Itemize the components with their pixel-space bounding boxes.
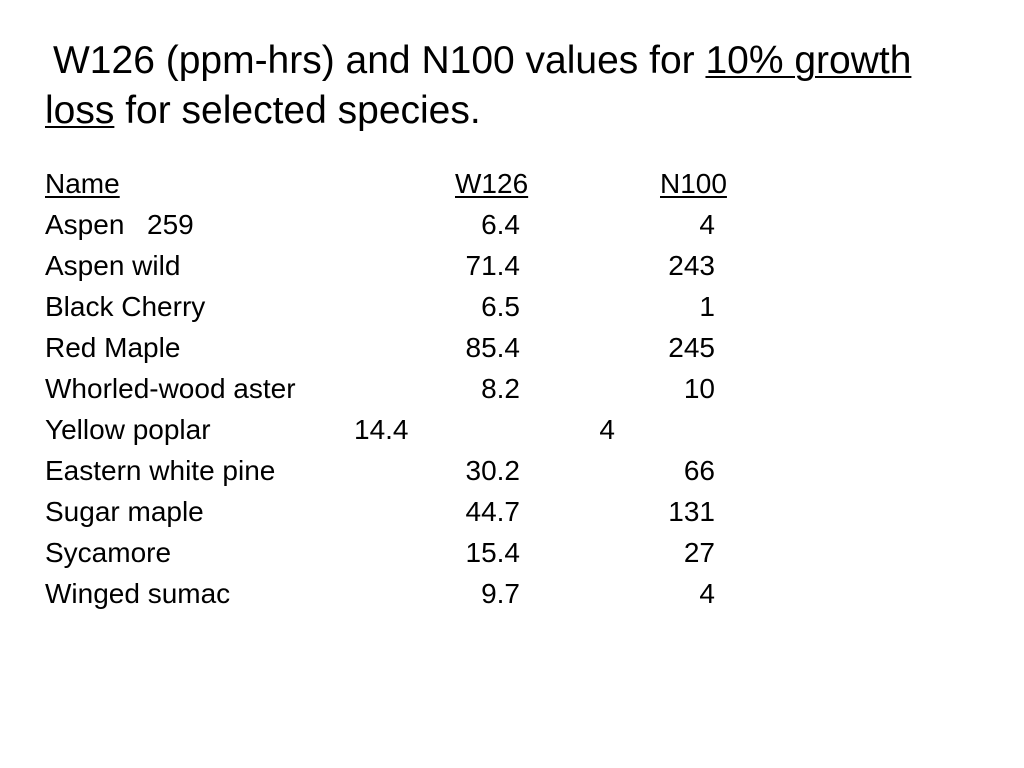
header-w126: W126: [455, 168, 529, 199]
n100-value: 245: [668, 332, 715, 363]
w126-value: 15.4: [465, 537, 521, 568]
table-row: Sycamore 15.4 27: [0, 532, 1024, 573]
n100-value: 243: [668, 250, 715, 281]
header-name: Name: [45, 168, 120, 199]
w126-value: 30.2: [465, 455, 521, 486]
species-name: Red Maple: [45, 332, 181, 363]
table-row: Eastern white pine 30.2 66: [0, 450, 1024, 491]
table-row: Aspen 259 6.4 4: [0, 204, 1024, 245]
table-row: Black Cherry 6.5 1: [0, 286, 1024, 327]
species-inline-value: 259: [147, 209, 194, 240]
species-name: Winged sumac: [45, 578, 231, 609]
species-name: Sycamore: [45, 537, 172, 568]
n100-value: 4: [699, 209, 715, 240]
title-text-part2: for selected species.: [114, 89, 481, 132]
n100-value: 10: [683, 373, 715, 404]
w126-value: 8.2: [481, 373, 520, 404]
w126-value: 6.4: [481, 209, 520, 240]
table-row: Aspen wild 71.4 243: [0, 245, 1024, 286]
species-name: Yellow poplar: [45, 414, 211, 445]
title-text-part1: W126 (ppm-hrs) and N100 values for: [53, 39, 706, 82]
species-name: Eastern white pine: [45, 455, 276, 486]
table-row: Red Maple 85.4 245: [0, 327, 1024, 368]
table-header-row: Name W126 N100: [0, 163, 1024, 204]
n100-value: 1: [699, 291, 715, 322]
slide-title: W126 (ppm-hrs) and N100 values for 10% g…: [45, 36, 985, 136]
w126-value: 6.5: [481, 291, 520, 322]
w126-value: 71.4: [465, 250, 521, 281]
table-row: Whorled-wood aster 8.2 10: [0, 368, 1024, 409]
w126-value: 44.7: [465, 496, 521, 527]
species-name: Aspen: [45, 209, 125, 240]
title-underlined-text: 10% growth loss: [45, 39, 912, 132]
w126-value: 14.4: [354, 414, 409, 445]
n100-value: 4: [599, 414, 615, 445]
n100-value: 131: [668, 496, 715, 527]
table-row: Yellow poplar 14.4 4: [0, 409, 1024, 450]
n100-value: 4: [699, 578, 715, 609]
species-name: Sugar maple: [45, 496, 204, 527]
n100-value: 66: [683, 455, 715, 486]
table-row: Sugar maple 44.7 131: [0, 491, 1024, 532]
species-name: Whorled-wood aster: [45, 373, 296, 404]
table-row: Winged sumac 9.7 4: [0, 573, 1024, 614]
species-name: Aspen wild: [45, 250, 181, 281]
w126-value: 85.4: [465, 332, 521, 363]
n100-value: 27: [683, 537, 715, 568]
header-n100: N100: [660, 168, 727, 199]
w126-value: 9.7: [481, 578, 520, 609]
species-name: Black Cherry: [45, 291, 206, 322]
